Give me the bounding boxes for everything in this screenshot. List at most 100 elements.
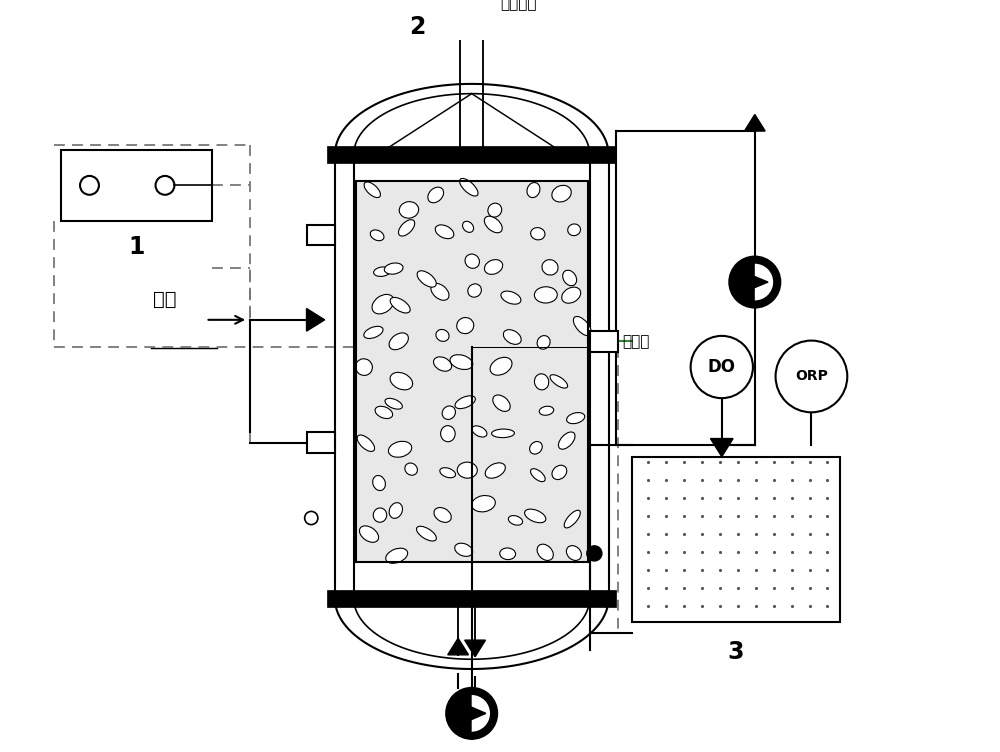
Polygon shape — [448, 638, 468, 655]
Bar — [590, 331, 618, 352]
Ellipse shape — [374, 267, 390, 277]
Ellipse shape — [472, 496, 495, 512]
Ellipse shape — [534, 287, 557, 303]
Ellipse shape — [537, 335, 550, 349]
Ellipse shape — [508, 516, 523, 525]
Text: DO: DO — [708, 358, 736, 376]
Ellipse shape — [370, 230, 384, 241]
Ellipse shape — [390, 372, 413, 390]
Ellipse shape — [539, 406, 554, 415]
Wedge shape — [755, 264, 773, 300]
Ellipse shape — [552, 185, 571, 202]
Ellipse shape — [373, 475, 385, 490]
Ellipse shape — [531, 228, 545, 240]
Ellipse shape — [552, 465, 567, 480]
Polygon shape — [741, 271, 768, 293]
Ellipse shape — [500, 548, 516, 559]
Ellipse shape — [492, 429, 514, 438]
Ellipse shape — [562, 287, 581, 303]
Ellipse shape — [405, 463, 417, 475]
Polygon shape — [465, 640, 485, 656]
Ellipse shape — [440, 468, 456, 478]
Text: 1: 1 — [128, 235, 145, 259]
Circle shape — [305, 511, 318, 525]
Ellipse shape — [435, 225, 454, 238]
Ellipse shape — [472, 426, 487, 437]
Ellipse shape — [417, 271, 436, 287]
Ellipse shape — [468, 284, 481, 297]
Ellipse shape — [460, 178, 478, 196]
Polygon shape — [744, 114, 765, 131]
Circle shape — [587, 546, 602, 561]
Ellipse shape — [441, 426, 455, 441]
Ellipse shape — [530, 441, 542, 454]
Ellipse shape — [484, 259, 503, 274]
Ellipse shape — [566, 546, 581, 560]
Ellipse shape — [389, 502, 403, 518]
Ellipse shape — [450, 355, 473, 369]
Ellipse shape — [389, 333, 408, 350]
Ellipse shape — [356, 359, 372, 375]
Ellipse shape — [563, 270, 577, 286]
Circle shape — [156, 176, 174, 195]
Ellipse shape — [386, 548, 408, 563]
Ellipse shape — [567, 413, 585, 423]
Ellipse shape — [455, 543, 473, 556]
Ellipse shape — [442, 406, 455, 420]
Ellipse shape — [399, 202, 419, 218]
Polygon shape — [458, 701, 486, 726]
Ellipse shape — [364, 326, 383, 338]
Ellipse shape — [564, 511, 580, 528]
Ellipse shape — [375, 406, 393, 419]
Text: 2: 2 — [409, 15, 425, 39]
Ellipse shape — [457, 317, 474, 334]
Ellipse shape — [558, 432, 575, 449]
Ellipse shape — [359, 526, 379, 542]
Circle shape — [776, 341, 847, 412]
Wedge shape — [472, 695, 490, 732]
Text: 烟气: 烟气 — [153, 290, 177, 308]
Bar — [327, 146, 616, 163]
Bar — [356, 181, 588, 562]
Ellipse shape — [463, 221, 474, 232]
Ellipse shape — [417, 526, 436, 541]
Bar — [356, 181, 588, 562]
Bar — [632, 456, 840, 622]
Ellipse shape — [484, 216, 502, 232]
Ellipse shape — [357, 435, 375, 451]
Text: ORP: ORP — [795, 369, 828, 384]
Ellipse shape — [531, 468, 545, 481]
Ellipse shape — [542, 259, 558, 275]
Bar — [61, 150, 212, 221]
Ellipse shape — [384, 263, 403, 274]
Ellipse shape — [488, 203, 502, 217]
Bar — [327, 590, 616, 607]
Ellipse shape — [568, 224, 580, 235]
Ellipse shape — [390, 298, 410, 313]
Ellipse shape — [550, 374, 568, 388]
Ellipse shape — [372, 295, 394, 314]
Circle shape — [691, 336, 753, 398]
Ellipse shape — [537, 544, 553, 560]
Ellipse shape — [527, 183, 540, 198]
Ellipse shape — [436, 329, 449, 341]
Ellipse shape — [525, 509, 546, 523]
Ellipse shape — [490, 357, 512, 375]
Ellipse shape — [573, 317, 591, 335]
Ellipse shape — [534, 374, 549, 390]
Ellipse shape — [364, 182, 380, 198]
Ellipse shape — [434, 508, 451, 523]
Ellipse shape — [465, 254, 479, 268]
Text: 3: 3 — [728, 640, 744, 664]
Bar — [307, 432, 335, 453]
Circle shape — [80, 176, 99, 195]
Circle shape — [729, 256, 780, 308]
Ellipse shape — [373, 508, 387, 522]
Ellipse shape — [503, 329, 521, 344]
Text: 气体出口: 气体出口 — [500, 0, 536, 11]
Ellipse shape — [398, 220, 415, 236]
Polygon shape — [307, 308, 325, 331]
Ellipse shape — [385, 399, 402, 409]
Ellipse shape — [493, 395, 510, 411]
Ellipse shape — [455, 396, 475, 408]
